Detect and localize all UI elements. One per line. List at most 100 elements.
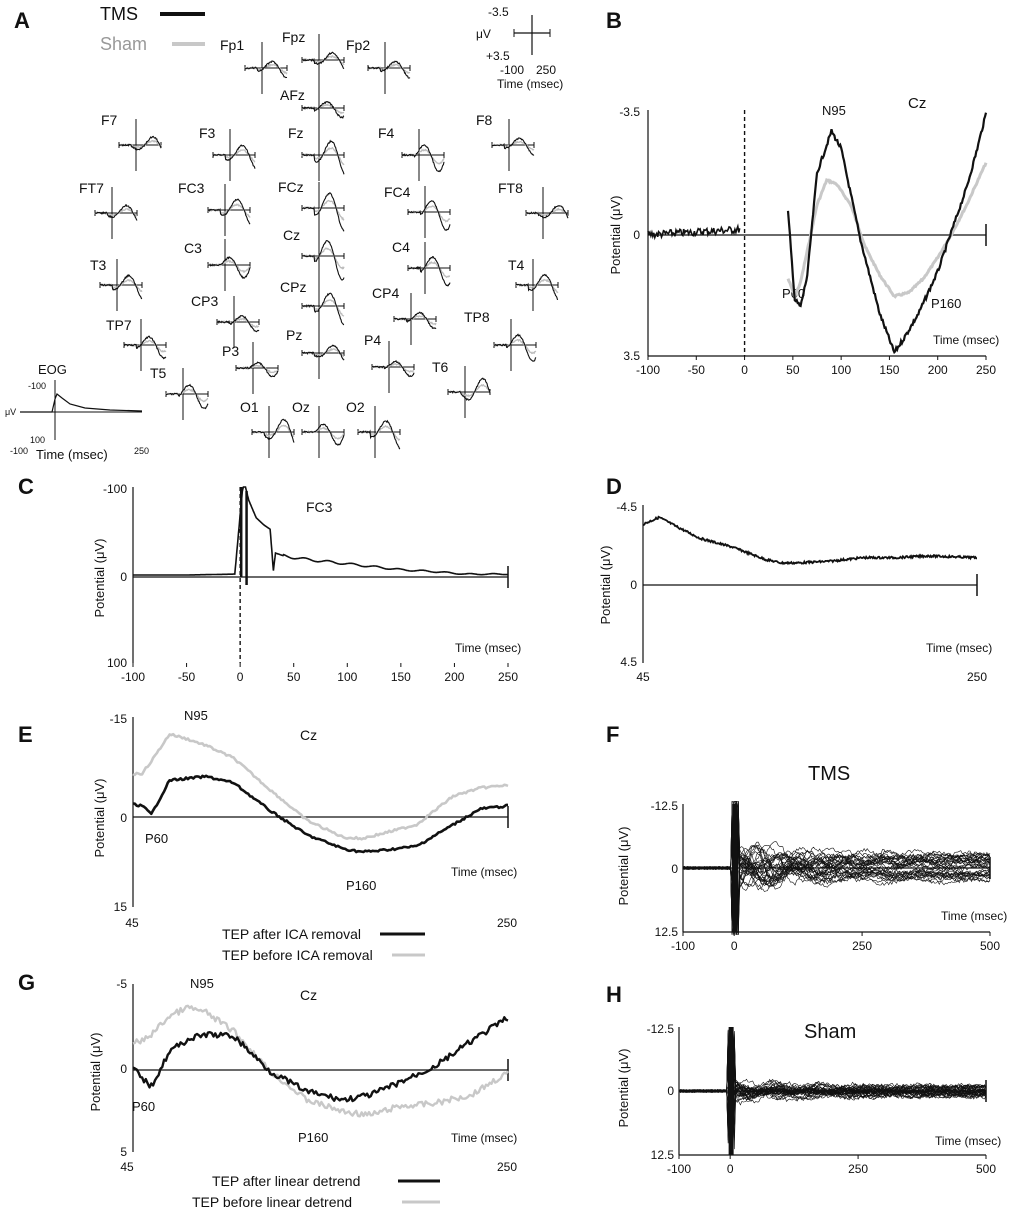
panel-d-ytick-top: -4.5 xyxy=(616,500,637,514)
electrode-sham-trace xyxy=(251,424,295,437)
scale-bottom-label: +3.5 xyxy=(486,49,510,63)
panel-b-xtick-label: -100 xyxy=(636,363,660,377)
eog-top-label: -100 xyxy=(28,381,46,391)
panel-e-traces xyxy=(132,732,509,854)
panel-f-ylabel: Potential (μV) xyxy=(616,826,631,905)
eog-right-label: 250 xyxy=(134,446,149,456)
panel-f-ytick-zero: 0 xyxy=(671,862,678,876)
panel-g-ytick-zero: 0 xyxy=(120,1062,127,1076)
panel-c-traces xyxy=(133,486,508,585)
electrode-sham-trace xyxy=(301,426,345,440)
panel-e-xtick-right: 250 xyxy=(497,916,517,930)
electrode-label: Pz xyxy=(286,327,302,343)
scale-left-label: -100 xyxy=(500,63,524,77)
eog-left-label: -100 xyxy=(10,446,28,456)
electrode-sham-trace xyxy=(165,388,209,403)
electrode-label: FCz xyxy=(278,179,304,195)
electrode-sham-trace xyxy=(357,424,401,442)
panel-b-ytick-top: -3.5 xyxy=(619,105,640,119)
electrode-tms-trace xyxy=(301,344,345,361)
legend-tms-label: TMS xyxy=(100,4,138,24)
electrode-p4: P4 xyxy=(364,332,415,393)
panel-f-traces xyxy=(682,800,991,935)
panel-h-pulse-artifact xyxy=(728,1027,734,1155)
electrode-label: Fz xyxy=(288,125,304,141)
panel-g: G Cz Potential (μV) Time (msec) -5 0 5 4… xyxy=(18,970,517,1210)
electrode-tms-trace xyxy=(216,315,260,333)
electrode-t3: T3 xyxy=(90,257,143,311)
panel-e-ytick-top: -15 xyxy=(110,712,128,726)
panel-h-ytick-bottom: 12.5 xyxy=(651,1148,675,1162)
electrode-label: T3 xyxy=(90,257,107,273)
electrode-tms-trace xyxy=(301,240,345,281)
panel-c-xtick-label: 100 xyxy=(337,670,357,684)
scale-top-label: -3.5 xyxy=(488,5,509,19)
electrode-label: Cz xyxy=(283,227,300,243)
panel-b-xlabel: Time (msec) xyxy=(933,333,999,347)
electrode-o2: O2 xyxy=(346,399,401,458)
panel-b-xtick-label: 250 xyxy=(976,363,996,377)
electrode-pz: Pz xyxy=(286,327,345,379)
panel-b-channel: Cz xyxy=(908,95,926,112)
panel-g-letter: G xyxy=(18,970,35,995)
panel-b-axes: -100 -50 0 50 100 150 200 250 xyxy=(636,110,996,377)
panel-h-xlabel: Time (msec) xyxy=(935,1134,1001,1148)
electrode-label: F7 xyxy=(101,112,118,128)
electrode-label: Oz xyxy=(292,399,310,415)
electrode-label: Fp1 xyxy=(220,37,244,53)
electrode-fp1: Fp1 xyxy=(220,37,288,94)
panel-g-xtick-left: 45 xyxy=(120,1160,134,1174)
electrode-fz: Fz xyxy=(288,125,345,181)
electrode-label: F8 xyxy=(476,112,493,128)
panel-c-xtick-label: 250 xyxy=(498,670,518,684)
electrode-tms-trace xyxy=(302,423,345,446)
panel-e-n95-label: N95 xyxy=(184,708,208,723)
electrode-tms-trace xyxy=(94,204,138,221)
electrode-sham-trace xyxy=(371,362,415,373)
electrode-f3: F3 xyxy=(199,125,256,181)
electrode-tms-trace xyxy=(367,60,411,79)
panel-h-xtick-label: 500 xyxy=(976,1162,996,1176)
electrode-tms-trace xyxy=(207,256,251,279)
panel-f-title: TMS xyxy=(808,763,850,785)
electrode-tms-trace xyxy=(99,274,143,300)
panel-b-series-tms xyxy=(786,112,988,355)
electrode-sham-trace xyxy=(407,261,451,278)
electrode-oz: Oz xyxy=(292,399,345,458)
electrode-label: T6 xyxy=(432,359,449,375)
electrode-label: CPz xyxy=(280,279,306,295)
electrode-tms-trace xyxy=(525,204,569,219)
panel-b-series-tms-prestim xyxy=(647,223,741,241)
panel-h-xtick-label: -100 xyxy=(667,1162,691,1176)
electrode-cp4: CP4 xyxy=(372,285,437,345)
electrode-fc3: FC3 xyxy=(178,180,251,236)
panel-d-series-tms xyxy=(643,515,977,566)
electrode-label: Fp2 xyxy=(346,37,370,53)
panel-g-xlabel: Time (msec) xyxy=(451,1131,517,1145)
panel-e-legend-before-label: TEP before ICA removal xyxy=(222,947,373,963)
electrode-sham-trace xyxy=(401,148,445,165)
panel-b-xtick-label: 150 xyxy=(879,363,899,377)
panel-e-axes xyxy=(132,717,509,907)
electrode-label: P3 xyxy=(222,343,239,359)
panel-f-xtick-label: 500 xyxy=(980,939,1000,953)
panel-c-xtick-label: 50 xyxy=(287,670,301,684)
scale-time-label: Time (msec) xyxy=(497,77,563,91)
panel-d-ytick-zero: 0 xyxy=(630,578,637,592)
panel-b-xtick-label: 0 xyxy=(741,363,748,377)
eog-xlabel: Time (msec) xyxy=(36,447,108,462)
panel-g-series-tep-before-linear-detrend xyxy=(132,1004,509,1118)
panel-a: A TMS Sham -3.5 μV +3.5 -100 250 Time (m… xyxy=(5,4,569,462)
scale-bar: -3.5 μV +3.5 -100 250 Time (msec) xyxy=(476,5,563,91)
electrode-tp7: TP7 xyxy=(106,317,167,371)
electrode-cpz: CPz xyxy=(280,279,345,332)
panel-f-xtick-label: -100 xyxy=(671,939,695,953)
electrode-f7: F7 xyxy=(101,112,162,171)
electrode-tms-trace xyxy=(123,335,167,360)
electrode-c4: C4 xyxy=(392,239,451,294)
electrode-tms-trace xyxy=(407,200,451,231)
panel-b-series-sham xyxy=(786,162,988,303)
panel-h-channel-trace xyxy=(678,1037,987,1120)
eog-bottom-label: 100 xyxy=(30,435,45,445)
panel-c-xtick-label: 200 xyxy=(444,670,464,684)
